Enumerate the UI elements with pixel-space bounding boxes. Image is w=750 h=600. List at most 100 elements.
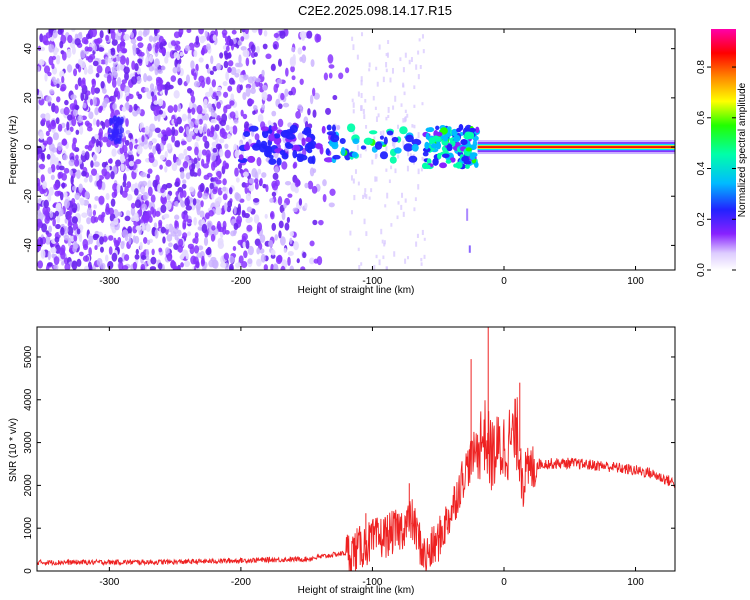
heatmap-cell: [292, 207, 298, 213]
heatmap-cell: [379, 151, 389, 160]
heatmap-cell: [237, 163, 243, 170]
heatmap-cell: [209, 70, 214, 76]
heatmap-cell: [159, 164, 163, 170]
heatmap-cell: [421, 34, 424, 39]
heatmap-cell: [128, 93, 134, 100]
heatmap-cell: [111, 252, 118, 262]
heatmap-cell: [377, 113, 380, 118]
heatmap-cell: [225, 124, 230, 131]
heatmap-cell: [422, 147, 431, 153]
heatmap-cell: [283, 247, 287, 254]
heatmap-cell: [177, 77, 183, 86]
heatmap-cell: [349, 230, 352, 236]
heatmap-cell: [351, 98, 354, 103]
heatmap-cell: [149, 54, 154, 63]
heatmap-cell: [360, 79, 363, 86]
heatmap-cell: [208, 130, 215, 138]
heatmap-cell: [171, 135, 176, 143]
heatmap-cell: [359, 153, 362, 158]
heatmap-cell: [173, 90, 180, 99]
heatmap-cell: [187, 231, 192, 236]
heatmap-cell: [225, 71, 229, 81]
heatmap-cell: [259, 234, 266, 243]
heatmap-cell: [229, 263, 234, 270]
heatmap-cell: [134, 188, 139, 196]
heatmap-cell: [59, 86, 66, 92]
heatmap-cell: [101, 181, 106, 191]
heatmap-cell: [236, 68, 241, 74]
heatmap-cell: [55, 54, 61, 62]
heatmap-cell: [40, 174, 45, 184]
heatmap-cell: [234, 72, 240, 78]
heatmap-cell: [112, 95, 116, 104]
heatmap-cell: [152, 36, 157, 43]
heatmap-cell: [365, 194, 368, 199]
heatmap-cell: [435, 125, 440, 131]
heatmap-cell: [216, 86, 222, 92]
heatmap-cell: [54, 236, 60, 243]
heatmap-cell: [346, 123, 356, 133]
heatmap-cell: [209, 182, 214, 190]
heatmap-cell: [223, 202, 228, 212]
heatmap-cell: [88, 235, 94, 245]
heatmap-cell: [205, 63, 209, 70]
heatmap-cell: [216, 220, 221, 229]
heatmap-cell: [291, 46, 296, 53]
heatmap-cell: [251, 167, 258, 178]
heatmap-cell: [79, 197, 85, 204]
heatmap-cell: [55, 203, 62, 213]
heatmap-cell: [223, 60, 229, 69]
heatmap-cell: [165, 51, 171, 58]
heatmap-cell: [165, 223, 170, 230]
heatmap-cell: [356, 54, 359, 60]
heatmap-cell: [102, 100, 108, 108]
heatmap-cell: [55, 157, 59, 165]
heatmap-cell: [182, 161, 189, 169]
heatmap-cell: [67, 214, 73, 224]
heatmap-cell: [300, 266, 306, 270]
heatmap-cell: [413, 104, 416, 108]
heatmap-cell: [230, 93, 235, 101]
heatmap-cell: [441, 153, 450, 159]
heatmap-cell: [63, 167, 70, 174]
heatmap-cell: [281, 161, 288, 170]
heatmap-cell: [56, 77, 60, 85]
heatmap-cell: [106, 139, 112, 148]
heatmap-cell: [45, 95, 52, 103]
heatmap-cell: [352, 109, 355, 114]
heatmap-cell: [201, 149, 207, 156]
heatmap-cell: [394, 147, 402, 154]
heatmap-cell: [195, 260, 200, 269]
heatmap-cell: [186, 29, 192, 34]
heatmap-cell: [329, 188, 336, 196]
heatmap-cell: [413, 124, 416, 129]
heatmap-cell: [389, 77, 392, 83]
heatmap-cell: [193, 157, 198, 164]
heatmap-cell: [215, 143, 221, 150]
heatmap-cell: [146, 239, 151, 245]
heatmap-cell: [379, 135, 385, 140]
heatmap-cell: [273, 32, 280, 39]
heatmap-cell: [56, 96, 61, 103]
heatmap-cell: [252, 198, 260, 203]
heatmap-cell: [373, 264, 376, 270]
heatmap-cell: [44, 216, 50, 224]
heatmap-cell: [273, 136, 282, 145]
heatmap-cell: [100, 246, 104, 253]
heatmap-cell: [130, 31, 134, 39]
heatmap-cell: [362, 108, 365, 114]
heatmap-cell: [116, 183, 121, 193]
heatmap-cell: [71, 216, 78, 224]
heatmap-cell: [170, 259, 176, 269]
heatmap-cell: [170, 75, 177, 83]
heatmap-cell: [127, 149, 133, 156]
heatmap-cell: [180, 262, 184, 268]
heatmap-cell: [325, 148, 330, 156]
heatmap-cell: [425, 132, 430, 140]
heatmap-cell: [147, 43, 152, 52]
heatmap-cell: [402, 140, 405, 147]
heatmap-cell: [221, 113, 228, 123]
heatmap-cell: [383, 240, 386, 245]
heatmap-cell: [61, 261, 65, 266]
heatmap-cell: [287, 256, 291, 266]
